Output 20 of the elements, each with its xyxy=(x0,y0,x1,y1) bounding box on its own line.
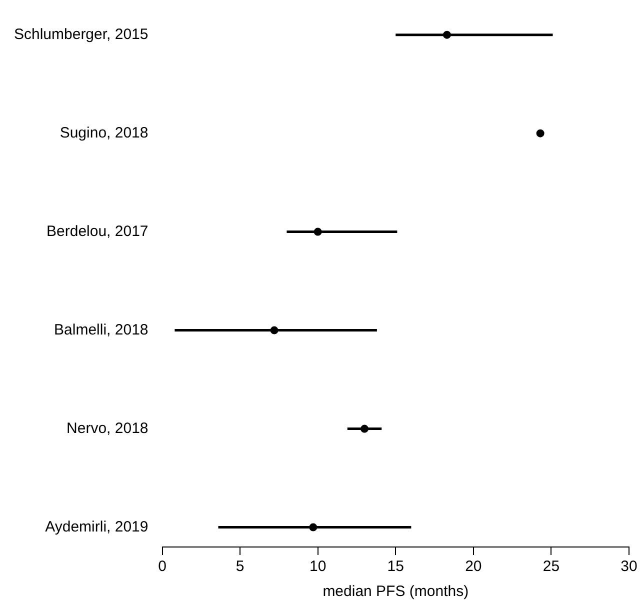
y-tick-label: Balmelli, 2018 xyxy=(54,321,148,338)
x-tick-label: 25 xyxy=(542,558,560,576)
x-tick-label: 10 xyxy=(309,558,326,576)
point xyxy=(314,228,322,236)
x-tick-label: 5 xyxy=(236,558,244,576)
x-tick-label: 30 xyxy=(620,558,638,576)
x-tick-label: 15 xyxy=(387,558,404,576)
point xyxy=(360,424,369,433)
y-tick-label: Aydemirli, 2019 xyxy=(45,518,148,536)
x-axis-title: median PFS (months) xyxy=(322,583,469,600)
y-tick-label: Sugino, 2018 xyxy=(60,124,148,142)
x-tick-label: 0 xyxy=(158,558,166,576)
point xyxy=(270,326,278,334)
point xyxy=(309,523,318,532)
y-tick-label: Nervo, 2018 xyxy=(66,420,148,437)
point xyxy=(536,129,544,138)
x-tick-label: 20 xyxy=(465,558,482,576)
y-tick-label: Schlumberger, 2015 xyxy=(14,26,148,43)
point xyxy=(442,30,451,39)
y-tick-label: Berdelou, 2017 xyxy=(46,222,148,240)
